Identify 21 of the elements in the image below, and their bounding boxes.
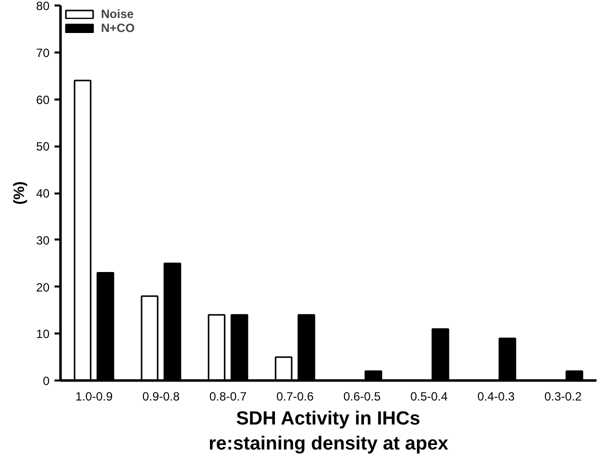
legend-label: N+CO	[101, 21, 135, 35]
y-tick-label: 80	[36, 0, 50, 13]
y-tick-label: 10	[36, 327, 50, 342]
y-tick-label: 30	[36, 233, 50, 248]
x-tick-label: 0.7-0.6	[276, 390, 314, 404]
x-tick-label: 1.0-0.9	[75, 390, 114, 404]
y-tick-label: 20	[36, 280, 50, 294]
x-tick-label: 0.5-0.4	[410, 390, 448, 404]
y-tick-label: 40	[36, 186, 50, 200]
legend-label: Noise	[101, 7, 134, 21]
y-tick-label: 0	[42, 374, 50, 388]
y-tick-label: 50	[36, 140, 50, 154]
y-axis-title: (%)	[11, 181, 28, 205]
x-tick-label: 0.3-0.2	[544, 390, 582, 404]
y-tick-label: 70	[36, 46, 50, 60]
y-tick-label: 60	[36, 92, 50, 107]
x-tick-label: 0.8-0.7	[209, 390, 248, 404]
x-tick-label: 0.6-0.5	[343, 390, 382, 404]
x-tick-label: 0.9-0.8	[142, 390, 180, 404]
x-axis-title: SDH Activity in IHCs re:staining density at apex	[208, 408, 449, 455]
x-tick-label: 0.4-0.3	[477, 390, 516, 404]
